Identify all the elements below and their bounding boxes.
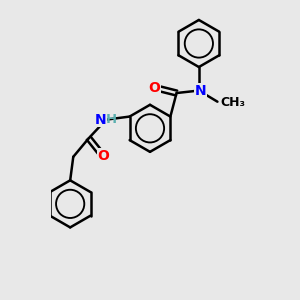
Text: CH₃: CH₃ xyxy=(220,96,245,110)
Text: N: N xyxy=(94,113,106,127)
Text: O: O xyxy=(98,149,109,163)
Text: O: O xyxy=(148,81,160,95)
Text: N: N xyxy=(194,84,206,98)
Text: H: H xyxy=(106,113,117,126)
